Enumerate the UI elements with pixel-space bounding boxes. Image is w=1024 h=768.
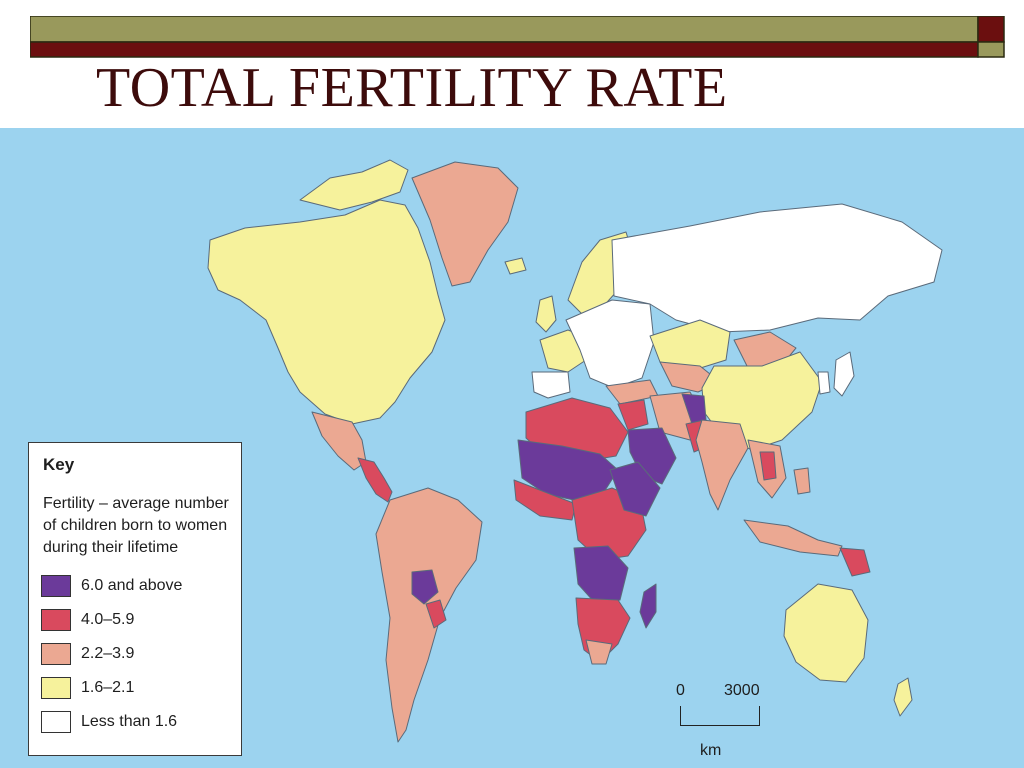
new-zealand <box>893 677 913 717</box>
title-decoration-bars <box>30 16 1005 58</box>
indonesia <box>743 519 843 557</box>
central-eastern-europe <box>565 299 655 389</box>
swatch-2-2-to-3-9 <box>41 643 71 665</box>
united-kingdom <box>535 295 557 333</box>
key-item-label: 2.2–3.9 <box>81 645 135 662</box>
east-central-africa <box>573 545 629 605</box>
map-key: Key Fertility – average number of childr… <box>28 442 242 756</box>
swatch-less-than-1-6 <box>41 711 71 733</box>
russia <box>611 203 943 333</box>
south-america <box>375 487 483 743</box>
arctic-islands <box>299 159 409 211</box>
iceland <box>504 257 527 275</box>
mexico <box>311 411 367 471</box>
slide-title: TOTAL FERTILITY RATE <box>96 57 728 119</box>
swatch-1-6-to-2-1 <box>41 677 71 699</box>
olive-square <box>977 41 1005 58</box>
scale-unit-label: km <box>700 742 722 759</box>
scale-bracket <box>680 706 760 726</box>
key-item-label: Less than 1.6 <box>81 713 178 730</box>
japan <box>833 351 855 397</box>
key-item-label: 4.0–5.9 <box>81 611 135 628</box>
greenland <box>411 161 519 287</box>
laos-cambodia <box>759 451 777 481</box>
horn-of-africa <box>609 461 661 517</box>
key-item-label: 6.0 and above <box>81 577 183 594</box>
west-africa-coast <box>513 479 577 521</box>
scale-zero-label: 0 <box>676 682 685 699</box>
madagascar <box>639 583 657 629</box>
scale-bar: 0 3000 km <box>650 680 770 766</box>
maroon-bar <box>30 41 979 58</box>
olive-bar <box>30 16 979 43</box>
key-item-label: 1.6–2.1 <box>81 679 135 696</box>
australia <box>783 583 869 683</box>
key-description: Fertility – average number of children b… <box>43 495 229 556</box>
key-title: Key <box>43 455 75 474</box>
iberia <box>531 371 571 399</box>
korea <box>817 371 831 395</box>
india <box>695 419 749 511</box>
papua-new-guinea <box>839 547 871 577</box>
central-america <box>357 457 393 503</box>
philippines <box>793 467 811 495</box>
south-africa <box>585 639 613 665</box>
swatch-4-to-5-9 <box>41 609 71 631</box>
bolivia <box>411 569 439 605</box>
paraguay <box>425 599 447 629</box>
maroon-square <box>977 16 1005 43</box>
levant <box>617 399 649 431</box>
north-america <box>207 199 446 425</box>
swatch-6-and-above <box>41 575 71 597</box>
scale-max-label: 3000 <box>724 682 760 699</box>
